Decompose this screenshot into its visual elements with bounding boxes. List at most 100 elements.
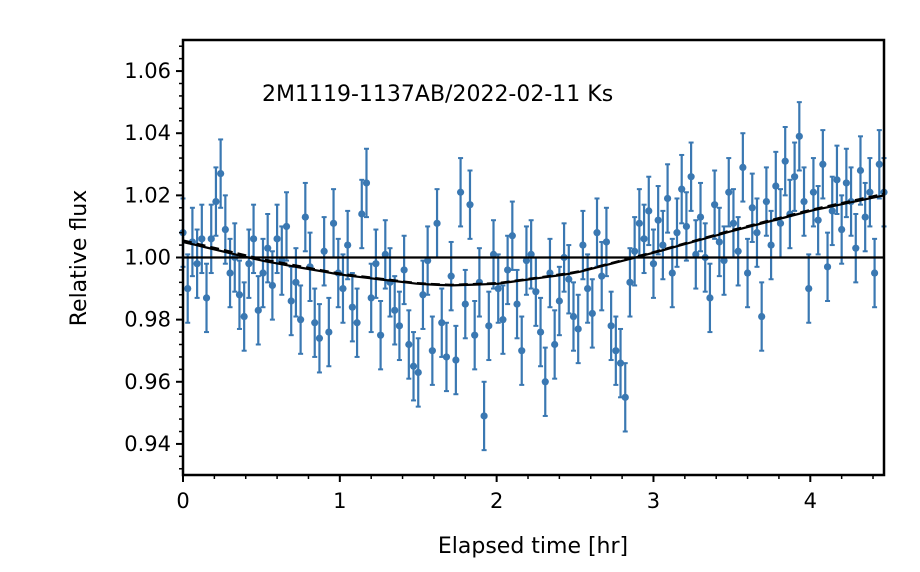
flux-point: [607, 322, 615, 330]
flux-point: [532, 288, 540, 296]
data-point: [409, 331, 418, 402]
flux-point: [866, 188, 874, 196]
data-point: [518, 315, 526, 386]
flux-point: [711, 201, 719, 209]
data-point: [819, 129, 827, 200]
flux-point: [715, 238, 723, 246]
flux-point: [706, 294, 714, 302]
flux-point: [795, 132, 803, 140]
flux-point: [207, 235, 215, 243]
flux-point: [424, 257, 432, 265]
data-point: [645, 175, 653, 247]
flux-point: [395, 322, 404, 330]
data-point: [711, 169, 719, 240]
data-point: [372, 228, 380, 299]
flux-point: [471, 331, 479, 339]
data-point: [508, 200, 516, 271]
flux-point: [588, 309, 596, 318]
flux-point: [348, 303, 356, 311]
chart-title: 2M1119-1137AB/2022-02-11 Ks: [262, 82, 613, 107]
data-point: [198, 203, 206, 275]
flux-point: [358, 210, 366, 218]
flux-point: [875, 160, 883, 168]
flux-point: [245, 260, 253, 268]
flux-point: [329, 219, 338, 227]
data-point: [800, 166, 808, 237]
flux-point: [734, 247, 742, 255]
data-point: [339, 253, 347, 324]
data-point: [419, 259, 427, 330]
x-tick-label: 0: [176, 489, 189, 513]
flux-point: [621, 393, 629, 401]
flux-point: [593, 229, 601, 237]
flux-point: [400, 266, 408, 274]
flux-point: [499, 316, 507, 324]
flux-point: [287, 297, 295, 305]
data-point: [814, 185, 822, 256]
flux-point: [833, 176, 841, 184]
flux-point: [353, 319, 361, 327]
y-tick-label: 0.94: [124, 432, 171, 456]
data-point: [631, 216, 639, 287]
flux-point: [217, 170, 225, 178]
flux-point: [414, 368, 422, 377]
data-point: [555, 265, 563, 337]
flux-point: [419, 291, 427, 299]
flux-point: [852, 244, 860, 252]
data-point: [254, 275, 262, 346]
data-point: [297, 284, 305, 355]
plot-frame: [181, 38, 886, 477]
data-point: [348, 272, 356, 343]
flux-point: [546, 269, 554, 277]
data-point: [489, 219, 498, 290]
flux-point: [663, 194, 672, 203]
data-point: [668, 237, 676, 309]
data-point: [569, 281, 578, 352]
flux-point: [456, 188, 465, 196]
data-point: [287, 265, 295, 337]
flux-point: [522, 257, 531, 265]
model-curve-solid: [182, 194, 885, 287]
data-point: [532, 256, 540, 327]
flux-point: [800, 197, 808, 206]
flux-point: [739, 163, 747, 171]
flux-point: [297, 316, 305, 324]
data-point: [574, 293, 582, 365]
data-point: [212, 166, 220, 237]
data-point: [715, 206, 723, 278]
data-point: [273, 203, 281, 275]
flux-point: [221, 225, 229, 234]
flux-point: [748, 204, 756, 212]
flux-point: [433, 219, 441, 227]
data-point: [376, 300, 385, 371]
data-point: [598, 240, 606, 312]
flux-point: [692, 250, 700, 258]
flux-point: [442, 353, 451, 361]
flux-point: [616, 359, 625, 367]
data-point: [292, 247, 300, 318]
flux-point: [367, 294, 375, 302]
flux-point: [428, 347, 436, 355]
flux-point: [184, 284, 192, 293]
data-point: [833, 144, 841, 215]
flux-point: [452, 356, 460, 364]
flux-point: [240, 312, 248, 321]
flux-point: [485, 322, 493, 330]
flux-point: [438, 319, 446, 327]
flux-point: [325, 328, 333, 336]
flux-point: [781, 157, 789, 165]
flux-point: [339, 284, 347, 293]
flux-point: [809, 188, 818, 196]
data-point: [654, 185, 662, 256]
flux-point: [640, 235, 648, 243]
flux-point: [673, 229, 681, 237]
data-point: [795, 101, 803, 172]
y-axis-label: Relative flux: [67, 190, 92, 327]
data-point: [579, 209, 587, 281]
flux-point: [489, 250, 498, 258]
y-tick-label: 1.02: [124, 183, 171, 207]
x-tick-label: 1: [333, 489, 346, 513]
data-point: [842, 147, 850, 219]
flux-point: [856, 166, 865, 175]
data-point: [536, 296, 545, 368]
